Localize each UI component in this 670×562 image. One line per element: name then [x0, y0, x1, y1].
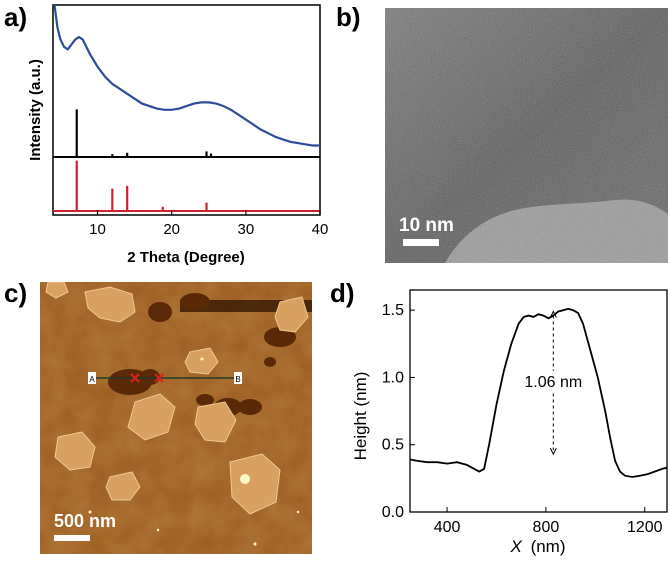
profile-ylabel: Height (nm)	[351, 372, 370, 461]
afm-marker-a: A	[89, 375, 95, 384]
height-profile-chart: Height (nm) X (nm) 400 800 1200 0.0 0.5 1.0 1.…	[351, 289, 668, 556]
xrd-xtick-label: 30	[237, 221, 254, 238]
annotation-arrow-up	[549, 310, 557, 318]
profile-ytick-label: 1.5	[382, 302, 404, 319]
profile-plot-area: 400 800 1200 0.0 0.5 1.0 1.5 1.06 nm	[382, 289, 668, 536]
xrd-plot-area: 10 20 30 40	[52, 4, 329, 238]
afm-scale-bar	[54, 535, 90, 541]
annotation-label: 1.06 nm	[524, 374, 582, 391]
afm-image: A B 500 nm	[40, 282, 312, 554]
xrd-xtick-label: 40	[312, 221, 329, 238]
afm-scale-label: 500 nm	[54, 511, 117, 531]
xrd-xtick-label: 20	[163, 221, 180, 238]
xrd-ylabel: Intensity (a.u.)	[27, 59, 44, 161]
panel-label-a: a)	[4, 2, 28, 32]
profile-frame	[409, 289, 668, 513]
profile-ytick-label: 0.5	[382, 437, 404, 454]
xrd-chart: Intensity (a.u.) 2 Theta (Degree) 10 20 30…	[27, 4, 329, 266]
profile-xtick-label: 1200	[627, 519, 663, 536]
profile-line	[409, 307, 668, 478]
panel-label-d: d)	[330, 278, 355, 308]
tem-scale-label: 10 nm	[399, 215, 454, 236]
panel-label-b: b)	[336, 2, 361, 32]
tem-texture	[385, 8, 668, 263]
profile-xlabel: X (nm)	[509, 537, 565, 556]
xrd-experimental-line	[53, 4, 320, 147]
xrd-xtick-label: 10	[89, 221, 106, 238]
annotation-arrow-down	[549, 447, 557, 456]
tem-scale-bar	[403, 239, 439, 246]
tem-image: 10 nm	[385, 8, 668, 263]
profile-xlabel-unit: (nm)	[531, 537, 566, 556]
profile-ytick-label: 1.0	[382, 369, 404, 386]
profile-xtick-label: 800	[533, 519, 560, 536]
xrd-xlabel: 2 Theta (Degree)	[127, 249, 245, 266]
profile-ytick-label: 0.0	[382, 504, 404, 521]
profile-xlabel-var: X	[509, 537, 522, 556]
afm-marker-b: B	[235, 375, 240, 384]
panel-label-c: c)	[4, 278, 28, 308]
annotation-background	[513, 370, 594, 393]
xrd-frame	[52, 4, 321, 216]
profile-xtick-label: 400	[434, 519, 461, 536]
afm-texture: A B	[40, 282, 312, 554]
